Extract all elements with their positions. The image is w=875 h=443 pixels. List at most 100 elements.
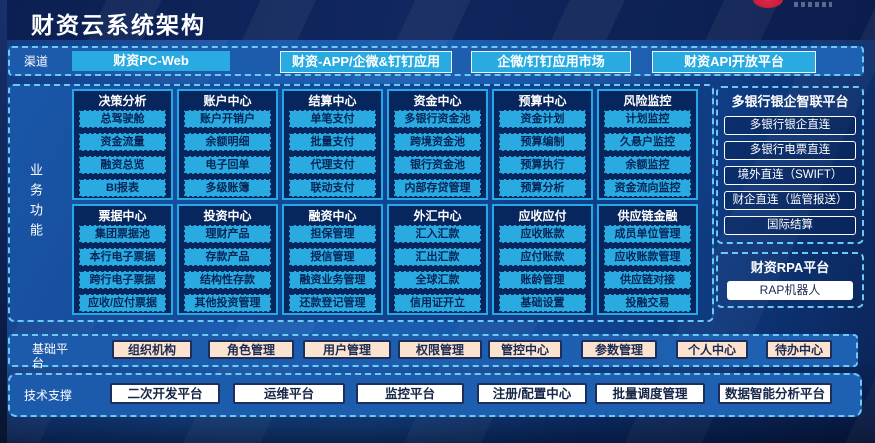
module-title: 账户中心 <box>203 94 252 108</box>
module-item: 资金流向监控 <box>604 179 691 197</box>
module-item: 电子回单 <box>184 156 271 174</box>
module-item: 余额明细 <box>184 133 271 151</box>
module-item: 成员单位管理 <box>604 225 691 243</box>
module-receivable-payable: 应收应付 应收账款 应付账款 账龄管理 基础设置 <box>492 204 593 315</box>
module-item: 其他投资管理 <box>184 294 271 312</box>
module-item: 本行电子票据 <box>79 248 166 266</box>
module-title: 应收应付 <box>518 209 567 223</box>
tech-support-item: 注册/配置中心 <box>477 383 587 404</box>
module-item: 久悬户监控 <box>604 133 691 151</box>
module-title: 资金中心 <box>413 94 462 108</box>
module-item: 内部存贷管理 <box>394 179 481 197</box>
tech-support-item: 运维平台 <box>233 383 345 404</box>
rpa-platform-title: 财资RPA平台 <box>750 260 830 275</box>
module-item: 授信管理 <box>289 248 376 266</box>
module-item: 跨行电子票据 <box>79 271 166 289</box>
module-item: 基础设置 <box>499 294 586 312</box>
bank-platform-item: 国际结算 <box>724 216 856 235</box>
channel-item: 财资-APP/企微&钉钉应用 <box>280 51 452 73</box>
bank-platform-item: 财企直连（监管报送） <box>724 191 856 210</box>
brand-logo-partial-icon <box>753 0 783 8</box>
module-item: 融资总览 <box>79 156 166 174</box>
header <box>7 0 875 40</box>
module-risk: 风险监控 计划监控 久悬户监控 余额监控 资金流向监控 <box>597 89 698 200</box>
module-title: 投资中心 <box>203 209 252 223</box>
rpa-platform-item: RAP机器人 <box>727 281 853 300</box>
module-item: BI报表 <box>79 179 166 197</box>
module-item: 信用证开立 <box>394 294 481 312</box>
module-title: 结算中心 <box>308 94 357 108</box>
module-item: 账龄管理 <box>499 271 586 289</box>
module-item: 应收账款 <box>499 225 586 243</box>
tech-support-item: 数据智能分析平台 <box>718 383 832 404</box>
module-item: 跨境资金池 <box>394 133 481 151</box>
base-platform-item: 个人中心 <box>676 340 748 359</box>
module-item: 存款产品 <box>184 248 271 266</box>
module-item: 还款登记管理 <box>289 294 376 312</box>
module-item: 单笔支付 <box>289 110 376 128</box>
page-title: 财资云系统架构 <box>31 12 206 38</box>
module-item: 汇出汇款 <box>394 248 481 266</box>
module-item: 多级账簿 <box>184 179 271 197</box>
module-item: 余额监控 <box>604 156 691 174</box>
module-item: 代理支付 <box>289 156 376 174</box>
tech-support-row: 技术支撑 二次开发平台 运维平台 监控平台 注册/配置中心 批量调度管理 数据智… <box>8 373 862 417</box>
module-settlement: 结算中心 单笔支付 批量支付 代理支付 联动支付 <box>282 89 383 200</box>
tech-support-item: 二次开发平台 <box>110 383 220 404</box>
left-edge-strip <box>0 0 7 443</box>
module-item: 预算分析 <box>499 179 586 197</box>
module-item: 应收账款管理 <box>604 248 691 266</box>
module-item: 全球汇款 <box>394 271 481 289</box>
module-title: 融资中心 <box>308 209 357 223</box>
bank-platform-item: 多银行电票直连 <box>724 141 856 160</box>
module-decision: 决策分析 总驾驶舱 资金流量 融资总览 BI报表 <box>72 89 173 200</box>
channel-item: 财资PC-Web <box>72 51 230 71</box>
module-grid: 决策分析 总驾驶舱 资金流量 融资总览 BI报表 账户中心 账户开销户 余额明细… <box>72 89 698 315</box>
bank-platform-panel: 多银行银企智联平台 多银行银企直连 多银行电票直连 境外直连（SWIFT） 财企… <box>716 86 864 244</box>
module-item: 预算执行 <box>499 156 586 174</box>
module-title: 票据中心 <box>98 209 147 223</box>
module-title: 决策分析 <box>98 94 147 108</box>
module-item: 计划监控 <box>604 110 691 128</box>
module-item: 投融交易 <box>604 294 691 312</box>
base-platform-item: 管控中心 <box>488 340 562 359</box>
module-title: 外汇中心 <box>413 209 462 223</box>
module-item: 应付账款 <box>499 248 586 266</box>
header-sheen <box>7 0 875 40</box>
module-bills: 票据中心 集团票据池 本行电子票据 跨行电子票据 应收/应付票据 <box>72 204 173 315</box>
module-title: 供应链金融 <box>617 209 678 223</box>
module-forex: 外汇中心 汇入汇款 汇出汇款 全球汇款 信用证开立 <box>387 204 488 315</box>
base-platform-item: 参数管理 <box>581 340 657 359</box>
module-item: 汇入汇款 <box>394 225 481 243</box>
tech-support-item: 监控平台 <box>356 383 464 404</box>
base-platform-item: 角色管理 <box>208 340 294 359</box>
module-item: 多银行资金池 <box>394 110 481 128</box>
base-platform-item: 待办中心 <box>766 340 832 359</box>
module-investment: 投资中心 理财产品 存款产品 结构性存款 其他投资管理 <box>177 204 278 315</box>
module-item: 批量支付 <box>289 133 376 151</box>
module-item: 集团票据池 <box>79 225 166 243</box>
module-item: 联动支付 <box>289 179 376 197</box>
business-label: 业务功能 <box>28 163 43 243</box>
channel-item: 企微/钉钉应用市场 <box>471 51 631 73</box>
module-item: 供应链对接 <box>604 271 691 289</box>
brand-wordmark-partial <box>794 2 832 7</box>
channel-item: 财资API开放平台 <box>652 51 816 73</box>
channel-label: 渠道 <box>24 54 49 69</box>
bank-platform-item: 多银行银企直连 <box>724 116 856 135</box>
module-account: 账户中心 账户开销户 余额明细 电子回单 多级账簿 <box>177 89 278 200</box>
module-item: 资金流量 <box>79 133 166 151</box>
module-item: 资金计划 <box>499 110 586 128</box>
business-panel: 业务功能 决策分析 总驾驶舱 资金流量 融资总览 BI报表 账户中心 账户开销户… <box>8 84 714 322</box>
base-platform-item: 用户管理 <box>303 340 391 359</box>
module-item: 银行资金池 <box>394 156 481 174</box>
tech-support-label: 技术支撑 <box>24 388 73 403</box>
module-item: 结构性存款 <box>184 271 271 289</box>
module-item: 理财产品 <box>184 225 271 243</box>
module-item: 账户开销户 <box>184 110 271 128</box>
bank-platform-title: 多银行银企智联平台 <box>731 94 849 109</box>
rpa-platform-panel: 财资RPA平台 RAP机器人 <box>716 252 864 308</box>
module-item: 预算编制 <box>499 133 586 151</box>
module-item: 融资业务管理 <box>289 271 376 289</box>
